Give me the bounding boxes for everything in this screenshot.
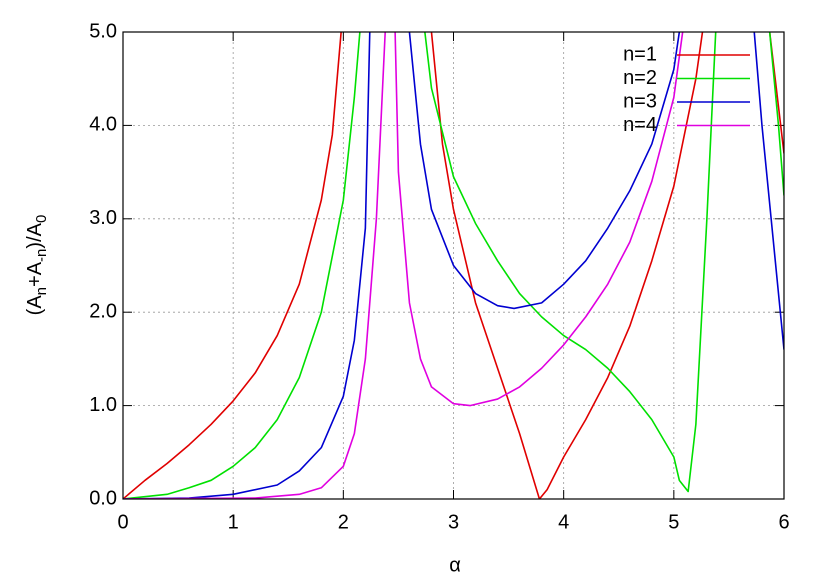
y-tick-label: 2.0 <box>89 300 117 322</box>
legend-label: n=1 <box>623 43 657 65</box>
y-tick-label: 3.0 <box>89 207 117 229</box>
y-label-sub: -n <box>33 249 50 262</box>
y-tick-label: 0.0 <box>89 487 117 509</box>
y-label-part: )/A <box>24 222 46 248</box>
x-tick-label: 0 <box>117 511 128 533</box>
x-tick-label: 2 <box>338 511 349 533</box>
data-line <box>123 32 784 499</box>
legend-label: n=4 <box>623 114 657 136</box>
x-tick-label: 3 <box>448 511 459 533</box>
x-tick-label: 5 <box>668 511 679 533</box>
legend-label: n=3 <box>623 90 657 112</box>
x-tick-label: 4 <box>558 511 569 533</box>
y-label-part: +A <box>24 261 46 287</box>
x-tick-label: 1 <box>228 511 239 533</box>
x-axis-label: α <box>449 554 461 576</box>
y-label-sub: 0 <box>33 215 50 223</box>
x-tick-label: 6 <box>778 511 789 533</box>
legend-label: n=2 <box>623 67 657 89</box>
y-tick-label: 4.0 <box>89 114 117 136</box>
y-label-part: (A <box>24 295 46 316</box>
y-tick-label: 1.0 <box>89 394 117 416</box>
y-tick-label: 5.0 <box>89 20 117 42</box>
plot-frame <box>122 31 785 500</box>
data-line <box>123 32 684 499</box>
y-axis-label: (An+A-n)/A0 <box>24 215 50 316</box>
plot-area <box>123 32 784 499</box>
data-line <box>123 32 784 499</box>
y-label-sub: n <box>33 287 50 295</box>
